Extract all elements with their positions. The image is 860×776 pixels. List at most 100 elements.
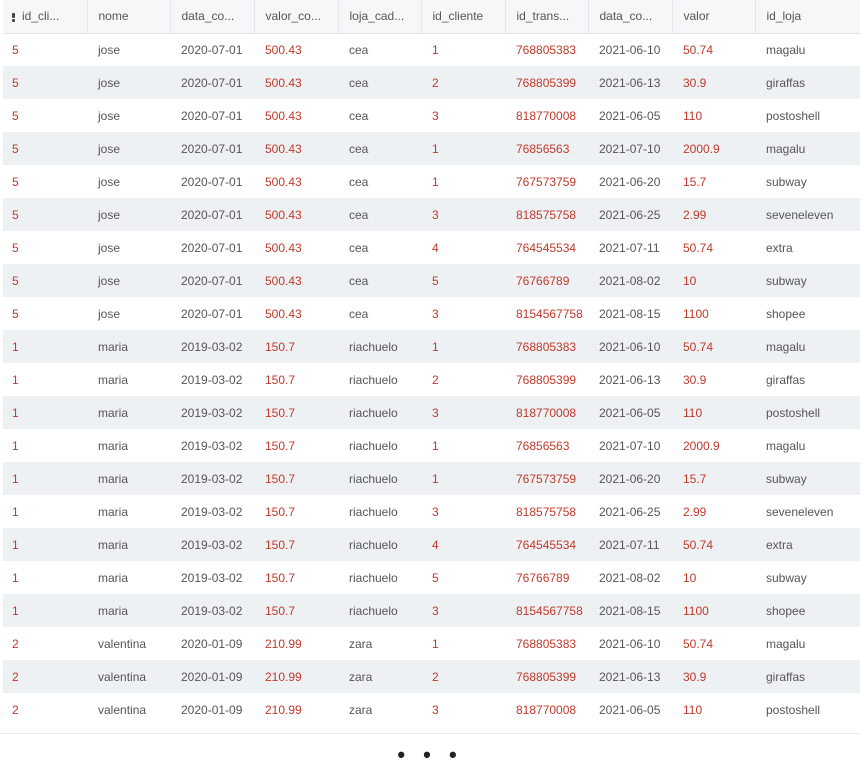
cell-valor-compra[interactable]: 150.7 xyxy=(254,429,338,462)
cell-loja-cadastro[interactable]: riachuelo xyxy=(338,429,421,462)
cell-valor[interactable]: 50.74 xyxy=(672,330,755,363)
table-row[interactable]: 1 maria 2019-03-02 150.7 riachuelo 4 764545534… xyxy=(3,528,860,561)
cell-id-loja[interactable]: subway xyxy=(755,462,860,495)
cell-id-transacao[interactable]: 8154567758 xyxy=(505,297,588,330)
cell-loja-cadastro[interactable]: zara xyxy=(338,627,421,660)
cell-id-cliente[interactable]: 1 xyxy=(421,627,505,660)
cell-nome[interactable]: jose xyxy=(87,231,170,264)
cell-id-transacao[interactable]: 818770008 xyxy=(505,396,588,429)
cell-data-cadastro[interactable]: 2020-07-01 xyxy=(170,66,254,99)
cell-nome[interactable]: jose xyxy=(87,33,170,66)
cell-id-transacao[interactable]: 768805399 xyxy=(505,363,588,396)
cell-data-cadastro[interactable]: 2019-03-02 xyxy=(170,462,254,495)
cell-valor[interactable]: 50.74 xyxy=(672,528,755,561)
cell-loja-cadastro[interactable]: zara xyxy=(338,693,421,726)
cell-data-compra[interactable]: 2021-06-05 xyxy=(588,396,672,429)
column-header-valor[interactable]: valor xyxy=(672,0,756,34)
cell-loja-cadastro[interactable]: cea xyxy=(338,198,421,231)
cell-valor-compra[interactable]: 500.43 xyxy=(254,66,338,99)
cell-id-cliente[interactable]: 2 xyxy=(421,660,505,693)
table-row[interactable]: 1 maria 2019-03-02 150.7 riachuelo 2 768805399… xyxy=(3,363,860,396)
cell-loja-cadastro[interactable]: cea xyxy=(338,132,421,165)
cell-loja-cadastro[interactable]: riachuelo xyxy=(338,396,421,429)
cell-id-cliente[interactable]: 1 xyxy=(421,429,505,462)
cell-valor-compra[interactable]: 500.43 xyxy=(254,165,338,198)
cell-loja-cadastro[interactable]: cea xyxy=(338,264,421,297)
table-row[interactable]: 2 valentina 2020-01-09 210.99 zara 3 818770008… xyxy=(3,693,860,726)
cell-loja-cadastro[interactable]: riachuelo xyxy=(338,495,421,528)
cell-loja-cadastro[interactable]: riachuelo xyxy=(338,363,421,396)
cell-valor[interactable]: 2000.9 xyxy=(672,132,755,165)
cell-id-loja[interactable]: giraffas xyxy=(755,66,860,99)
cell-id-cliente[interactable]: 3 xyxy=(421,297,505,330)
cell-id-loja[interactable]: extra xyxy=(755,528,860,561)
cell-id-loja[interactable]: magalu xyxy=(755,627,860,660)
column-header-id-transacao[interactable]: id_trans... xyxy=(505,0,589,34)
cell-valor[interactable]: 50.74 xyxy=(672,627,755,660)
cell-id-cliente-1[interactable]: 5 xyxy=(3,231,87,264)
cell-valor[interactable]: 2.99 xyxy=(672,495,755,528)
cell-loja-cadastro[interactable]: riachuelo xyxy=(338,528,421,561)
cell-id-transacao[interactable]: 8154567758 xyxy=(505,594,588,627)
cell-valor[interactable]: 10 xyxy=(672,264,755,297)
cell-valor-compra[interactable]: 500.43 xyxy=(254,132,338,165)
table-row[interactable]: 5 jose 2020-07-01 500.43 cea 3 8154567758 2021-… xyxy=(3,297,860,330)
cell-valor[interactable]: 2.99 xyxy=(672,198,755,231)
cell-id-loja[interactable]: magalu xyxy=(755,132,860,165)
cell-valor-compra[interactable]: 150.7 xyxy=(254,396,338,429)
column-header-nome[interactable]: nome xyxy=(87,0,171,34)
cell-nome[interactable]: jose xyxy=(87,297,170,330)
cell-nome[interactable]: jose xyxy=(87,264,170,297)
cell-data-cadastro[interactable]: 2020-07-01 xyxy=(170,99,254,132)
cell-id-cliente-1[interactable]: 1 xyxy=(3,462,87,495)
cell-id-cliente-1[interactable]: 1 xyxy=(3,330,87,363)
cell-valor-compra[interactable]: 150.7 xyxy=(254,528,338,561)
cell-id-cliente-1[interactable]: 5 xyxy=(3,66,87,99)
cell-nome[interactable]: maria xyxy=(87,528,170,561)
cell-data-compra[interactable]: 2021-08-02 xyxy=(588,264,672,297)
cell-data-compra[interactable]: 2021-07-11 xyxy=(588,528,672,561)
cell-id-loja[interactable]: postoshell xyxy=(755,99,860,132)
cell-valor-compra[interactable]: 500.43 xyxy=(254,33,338,66)
cell-id-cliente[interactable]: 2 xyxy=(421,363,505,396)
cell-data-compra[interactable]: 2021-06-10 xyxy=(588,33,672,66)
cell-nome[interactable]: jose xyxy=(87,165,170,198)
cell-id-cliente-1[interactable]: 1 xyxy=(3,396,87,429)
cell-id-loja[interactable]: seveneleven xyxy=(755,495,860,528)
cell-id-cliente[interactable]: 4 xyxy=(421,231,505,264)
cell-id-cliente-1[interactable]: 1 xyxy=(3,528,87,561)
cell-id-loja[interactable]: magalu xyxy=(755,330,860,363)
table-row[interactable]: 5 jose 2020-07-01 500.43 cea 1 768805383 2021-0… xyxy=(3,33,860,66)
cell-data-cadastro[interactable]: 2019-03-02 xyxy=(170,429,254,462)
cell-data-cadastro[interactable]: 2019-03-02 xyxy=(170,495,254,528)
cell-valor-compra[interactable]: 500.43 xyxy=(254,231,338,264)
cell-valor-compra[interactable]: 210.99 xyxy=(254,660,338,693)
cell-nome[interactable]: jose xyxy=(87,66,170,99)
cell-data-cadastro[interactable]: 2020-01-09 xyxy=(170,627,254,660)
cell-id-cliente[interactable]: 1 xyxy=(421,165,505,198)
cell-id-transacao[interactable]: 768805383 xyxy=(505,33,588,66)
cell-data-compra[interactable]: 2021-06-25 xyxy=(588,198,672,231)
cell-id-cliente[interactable]: 2 xyxy=(421,66,505,99)
cell-data-compra[interactable]: 2021-06-05 xyxy=(588,99,672,132)
cell-data-compra[interactable]: 2021-07-10 xyxy=(588,429,672,462)
table-row[interactable]: 1 maria 2019-03-02 150.7 riachuelo 1 767573759… xyxy=(3,462,860,495)
cell-valor[interactable]: 15.7 xyxy=(672,462,755,495)
cell-valor[interactable]: 2000.9 xyxy=(672,429,755,462)
cell-id-loja[interactable]: extra xyxy=(755,231,860,264)
cell-nome[interactable]: maria xyxy=(87,462,170,495)
cell-id-cliente-1[interactable]: 5 xyxy=(3,198,87,231)
cell-valor-compra[interactable]: 150.7 xyxy=(254,561,338,594)
column-header-data-cadastro[interactable]: data_co... xyxy=(170,0,255,34)
cell-loja-cadastro[interactable]: cea xyxy=(338,33,421,66)
cell-id-transacao[interactable]: 768805399 xyxy=(505,660,588,693)
load-more-area[interactable]: • • • xyxy=(0,733,860,776)
cell-id-cliente[interactable]: 3 xyxy=(421,495,505,528)
cell-id-loja[interactable]: magalu xyxy=(755,429,860,462)
cell-nome[interactable]: valentina xyxy=(87,627,170,660)
cell-valor[interactable]: 30.9 xyxy=(672,660,755,693)
cell-data-compra[interactable]: 2021-08-02 xyxy=(588,561,672,594)
column-header-data-compra[interactable]: data_co... xyxy=(588,0,673,34)
cell-data-compra[interactable]: 2021-07-10 xyxy=(588,132,672,165)
cell-id-cliente[interactable]: 5 xyxy=(421,561,505,594)
